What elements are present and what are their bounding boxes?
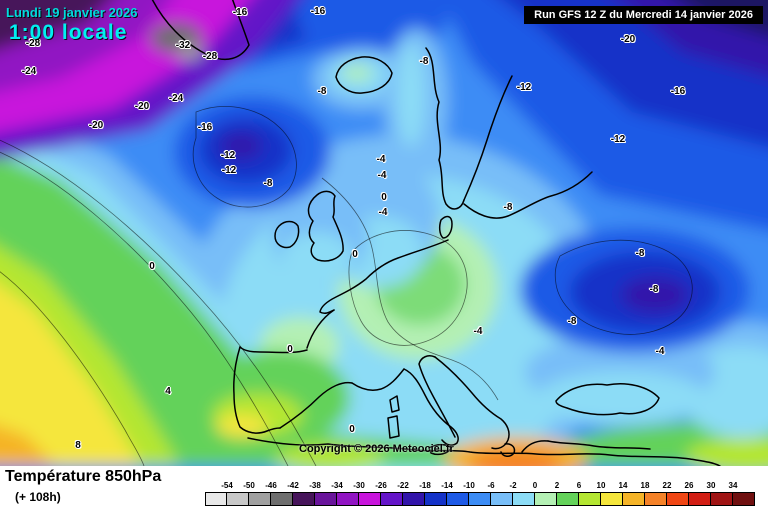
copyright-text: Copyright © 2026 Meteociel.fr (299, 443, 454, 455)
scale-cell (689, 492, 711, 506)
scale-tick: 2 (554, 481, 560, 490)
scale-tick: 26 (684, 481, 694, 490)
scale-tick: 6 (576, 481, 582, 490)
scale-cell (447, 492, 469, 506)
forecast-hour: (+ 108h) (15, 490, 61, 504)
scale-tick: -18 (419, 481, 431, 490)
temp-label: -8 (649, 284, 659, 295)
temp-label: -20 (88, 120, 104, 131)
scale-cell (403, 492, 425, 506)
temp-label: -8 (263, 178, 273, 189)
temp-label: -16 (310, 6, 326, 17)
scale-cell (249, 492, 271, 506)
temperature-field-svg (0, 0, 768, 466)
temp-label: 8 (75, 440, 81, 451)
scale-cell (425, 492, 447, 506)
scale-cell (337, 492, 359, 506)
scale-cell (667, 492, 689, 506)
scale-tick: 34 (728, 481, 738, 490)
scale-tick: -26 (375, 481, 387, 490)
scale-cell (733, 492, 755, 506)
scale-tick: 10 (596, 481, 606, 490)
temp-label: -16 (670, 86, 686, 97)
temp-label: 0 (149, 261, 155, 272)
scale-tick: 0 (532, 481, 538, 490)
temp-label: -12 (610, 134, 626, 145)
temp-label: -4 (473, 326, 483, 337)
temp-label: -16 (232, 7, 248, 18)
temp-label: -8 (419, 56, 429, 67)
temp-label: -20 (620, 34, 636, 45)
scale-tick: -34 (331, 481, 343, 490)
scale-tick: -22 (397, 481, 409, 490)
scale-cell (513, 492, 535, 506)
scale-cell (623, 492, 645, 506)
scale-tick: -14 (441, 481, 453, 490)
temp-label: 0 (287, 344, 293, 355)
temp-label: -8 (317, 86, 327, 97)
temp-label: 0 (352, 249, 358, 260)
temp-label: -4 (376, 154, 386, 165)
scale-cell (711, 492, 733, 506)
scale-tick: -10 (463, 481, 475, 490)
map-local-time: 1:00 locale (9, 21, 128, 44)
scale-cell (469, 492, 491, 506)
scale-tick: -30 (353, 481, 365, 490)
scale-cell (557, 492, 579, 506)
scale-cell (579, 492, 601, 506)
coastlines (151, 0, 721, 466)
scale-tick: -6 (487, 481, 495, 490)
scale-cell (205, 492, 227, 506)
temp-label: -20 (134, 101, 150, 112)
temp-label: -28 (202, 51, 218, 62)
color-scale-bar (205, 492, 755, 506)
temperature-field (0, 0, 768, 466)
scale-cell (359, 492, 381, 506)
temp-label: -24 (21, 66, 37, 77)
temp-label: -4 (378, 207, 388, 218)
scale-cell (315, 492, 337, 506)
scale-cell (271, 492, 293, 506)
scale-cell (227, 492, 249, 506)
temp-label: -12 (516, 82, 532, 93)
temp-label: -4 (377, 170, 387, 181)
temp-label: 0 (349, 424, 355, 435)
isotherm-contours (0, 106, 693, 466)
scale-tick: 18 (640, 481, 650, 490)
temp-label: -8 (567, 316, 577, 327)
map-date: Lundi 19 janvier 2026 (6, 5, 138, 20)
scale-cell (601, 492, 623, 506)
temp-label: 4 (165, 386, 171, 397)
temp-label: -12 (221, 165, 237, 176)
scale-tick: -46 (265, 481, 277, 490)
scale-tick: -38 (309, 481, 321, 490)
scale-tick: 14 (618, 481, 628, 490)
temp-label: -32 (175, 40, 191, 51)
legend-footer: Température 850hPa (+ 108h) -54 -50 -46 -42… (0, 466, 768, 512)
scale-cell (535, 492, 557, 506)
scale-tick: -50 (243, 481, 255, 490)
temp-label: -8 (503, 202, 513, 213)
temp-label: -16 (197, 122, 213, 133)
scale-cell (293, 492, 315, 506)
temp-label: -24 (168, 93, 184, 104)
scale-tick: -2 (509, 481, 517, 490)
scale-cell (491, 492, 513, 506)
temp-label: -4 (655, 346, 665, 357)
weather-map: -32 -28 -28 -24 -24 -20 -20 -16 -16 -16 -12 -12 -8 -8… (0, 0, 768, 466)
legend-title: Température 850hPa (5, 468, 162, 485)
model-run-info: Run GFS 12 Z du Mercredi 14 janvier 2026 (524, 6, 763, 24)
scale-tick: -42 (287, 481, 299, 490)
scale-tick: 22 (662, 481, 672, 490)
color-scale: -54 -50 -46 -42 -38 -34 -30 -26 -22 -18 -14 -10 -6 -2… (205, 466, 761, 512)
scale-tick: -54 (221, 481, 233, 490)
temp-label: -12 (220, 150, 236, 161)
scale-tick: 30 (706, 481, 716, 490)
temp-label: -28 (25, 38, 41, 49)
scale-cell (381, 492, 403, 506)
temp-label: 0 (381, 192, 387, 203)
scale-cell (645, 492, 667, 506)
temp-label: -8 (635, 248, 645, 259)
